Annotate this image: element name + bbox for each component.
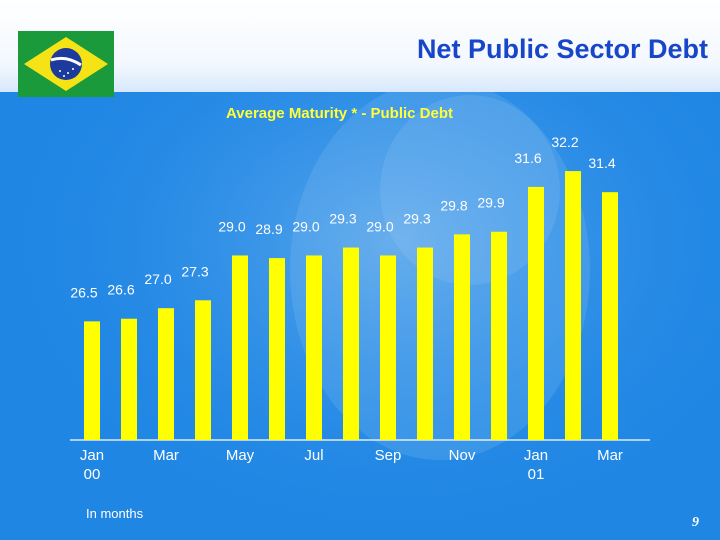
value-label-0: 26.5 — [70, 284, 97, 300]
page-number: 9 — [692, 515, 699, 530]
x-tick-label-12-1: 01 — [528, 466, 545, 483]
bar-1 — [121, 318, 137, 440]
x-tick-label-0-1: 00 — [84, 466, 101, 483]
value-label-3: 27.3 — [181, 263, 208, 279]
x-tick-label-12-0: Jan — [524, 447, 548, 464]
bar-4 — [232, 255, 248, 440]
page-title: Net Public Sector Debt — [416, 34, 708, 64]
value-label-11: 29.9 — [477, 195, 504, 211]
bar-0 — [84, 321, 100, 440]
bar-3 — [195, 300, 211, 440]
bar-6 — [306, 255, 322, 440]
bar-5 — [269, 258, 285, 440]
value-label-8: 29.0 — [366, 218, 393, 234]
value-label-12: 31.6 — [514, 150, 541, 166]
brazil-flag-icon — [18, 31, 114, 97]
x-tick-label-8-0: Sep — [375, 447, 402, 464]
value-label-10: 29.8 — [440, 197, 467, 213]
x-tick-label-14-0: Mar — [597, 447, 623, 464]
value-label-6: 29.0 — [292, 218, 319, 234]
unit-note: In months — [86, 506, 144, 521]
value-label-4: 29.0 — [218, 218, 245, 234]
x-tick-label-4-0: May — [226, 447, 255, 464]
value-label-5: 28.9 — [255, 221, 282, 237]
chart-title: Average Maturity * - Public Debt — [226, 105, 453, 122]
bar-9 — [417, 247, 433, 440]
bar-7 — [343, 247, 359, 440]
x-tick-label-6-0: Jul — [304, 447, 323, 464]
value-label-14: 31.4 — [588, 155, 615, 171]
bar-8 — [380, 255, 396, 440]
x-tick-label-10-0: Nov — [449, 447, 476, 464]
bar-10 — [454, 234, 470, 440]
bar-13 — [565, 171, 581, 440]
value-label-2: 27.0 — [144, 271, 171, 287]
value-label-7: 29.3 — [329, 211, 356, 227]
bar-2 — [158, 308, 174, 440]
x-tick-label-0-0: Jan — [80, 447, 104, 464]
value-label-1: 26.6 — [107, 282, 134, 298]
bar-12 — [528, 186, 544, 440]
value-label-13: 32.2 — [551, 134, 578, 150]
header-banner: Net Public Sector Debt — [0, 0, 720, 92]
x-tick-label-2-0: Mar — [153, 447, 179, 464]
value-label-9: 29.3 — [403, 211, 430, 227]
bar-11 — [491, 231, 507, 440]
bar-14 — [602, 192, 618, 440]
